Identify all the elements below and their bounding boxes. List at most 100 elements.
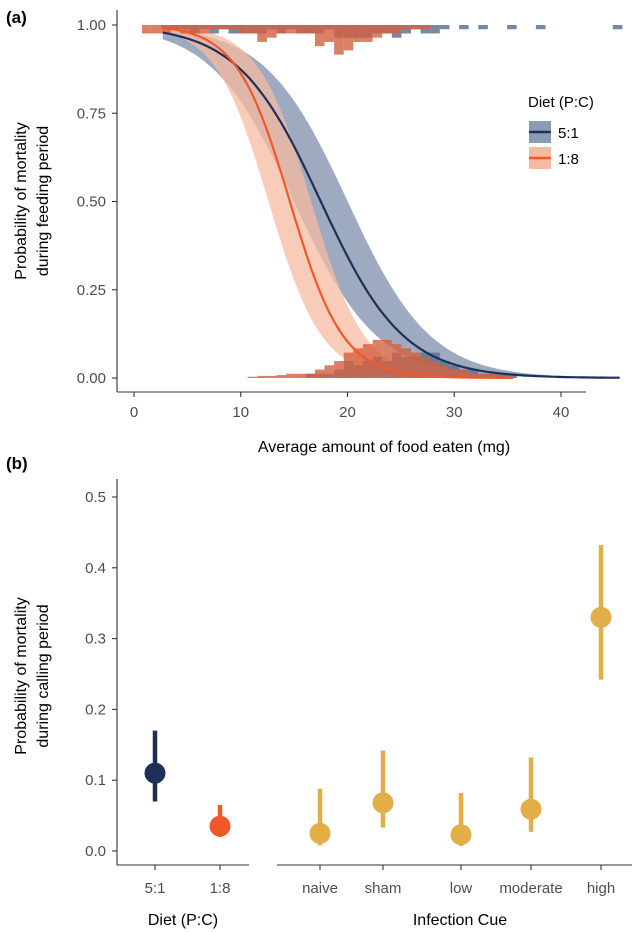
panel-b: (b) 0.0 0.1 0.2 0.3 0.4 0.5 5:1 1:8 naive sham low… bbox=[6, 454, 632, 929]
a-bottom-bar-1-8 bbox=[430, 361, 440, 378]
a-bottom-bar-1-8 bbox=[439, 365, 450, 378]
a-y-tick-label: 0.25 bbox=[77, 282, 106, 299]
b-x-tick-label: high bbox=[587, 880, 615, 897]
a-top-bar-1-8 bbox=[382, 25, 392, 34]
a-top-bar-1-8 bbox=[411, 25, 421, 30]
panel-b-label: (b) bbox=[6, 454, 28, 473]
a-top-bar-1-8 bbox=[142, 25, 152, 34]
a-y-axis-title-line2: during feeding period bbox=[35, 126, 52, 276]
b-x-tick-label: low bbox=[450, 880, 473, 897]
a-top-bar-1-8 bbox=[372, 25, 383, 38]
b-y-axis-title-line1: Probability of mortality bbox=[13, 597, 30, 754]
a-bottom-bar-1-8 bbox=[401, 348, 412, 378]
a-top-bar-1-8 bbox=[295, 25, 306, 34]
a-y-tick-label: 0.75 bbox=[77, 105, 106, 122]
a-bottom-bar-1-8 bbox=[382, 339, 392, 378]
a-bottom-bar-1-8 bbox=[305, 373, 315, 378]
a-top-bar-5-1 bbox=[459, 25, 469, 30]
legend-label-1-8: 1:8 bbox=[558, 151, 579, 168]
b-x-tick-label: naive bbox=[302, 880, 338, 897]
b-point-high bbox=[590, 606, 612, 628]
b-y-tick-label: 0.0 bbox=[85, 843, 106, 860]
a-top-bar-5-1 bbox=[478, 25, 488, 30]
a-bottom-bar-1-8 bbox=[266, 375, 277, 378]
a-bottom-bar-1-8 bbox=[468, 373, 479, 378]
b-x-tick-label: moderate bbox=[499, 880, 562, 897]
a-bottom-bar-5-1 bbox=[507, 373, 517, 378]
a-bottom-bar-1-8 bbox=[247, 376, 258, 378]
a-top-bar-5-1 bbox=[612, 25, 623, 30]
a-top-bar-1-8 bbox=[266, 25, 277, 38]
a-top-bar-1-8 bbox=[334, 25, 344, 55]
a-y-tick-label: 0.00 bbox=[77, 370, 106, 387]
a-top-bar-5-1 bbox=[439, 25, 450, 30]
a-bottom-bar-1-8 bbox=[343, 352, 354, 378]
b-x-tick-label: sham bbox=[365, 880, 402, 897]
b-point-low bbox=[450, 824, 472, 846]
a-bottom-bar-1-8 bbox=[420, 356, 431, 378]
b-y-tick-label: 0.1 bbox=[85, 772, 106, 789]
a-bottom-bar-1-8 bbox=[487, 373, 498, 378]
legend: Diet (P:C) 5:1 1:8 bbox=[528, 94, 594, 169]
b-y-tick-label: 0.2 bbox=[85, 701, 106, 718]
a-bottom-bar-1-8 bbox=[324, 365, 335, 378]
b-x-tick-label: 5:1 bbox=[145, 880, 166, 897]
a-top-bar-5-1 bbox=[535, 25, 546, 30]
a-top-bar-1-8 bbox=[420, 25, 431, 30]
b-axes: 0.0 0.1 0.2 0.3 0.4 0.5 5:1 1:8 naive sham low mode… bbox=[85, 479, 632, 897]
a-y-tick-label: 0.50 bbox=[77, 194, 106, 211]
a-top-bar-1-8 bbox=[218, 25, 229, 30]
a-top-bar-1-8 bbox=[401, 25, 412, 30]
a-top-bar-1-8 bbox=[305, 25, 315, 34]
a-top-bar-1-8 bbox=[362, 25, 373, 42]
a-top-bar-1-8 bbox=[324, 25, 335, 42]
legend-label-5-1: 5:1 bbox=[558, 125, 579, 142]
a-x-tick-label: 10 bbox=[232, 404, 249, 421]
a-top-bar-1-8 bbox=[180, 25, 191, 34]
legend-title: Diet (P:C) bbox=[528, 94, 594, 111]
a-axes: 0.00 0.25 0.50 0.75 1.00 0 10 20 30 40 bbox=[77, 10, 586, 421]
a-bottom-bar-1-8 bbox=[411, 352, 421, 378]
a-top-bar-1-8 bbox=[391, 25, 402, 34]
a-bottom-bar-1-8 bbox=[295, 373, 306, 378]
a-top-bar-1-8 bbox=[247, 25, 258, 34]
a-top-bar-1-8 bbox=[353, 25, 363, 42]
b-point-moderate bbox=[520, 798, 542, 820]
a-x-tick-label: 0 bbox=[130, 404, 138, 421]
a-top-bar-1-8 bbox=[276, 25, 287, 34]
panel-a-label: (a) bbox=[6, 8, 27, 27]
a-ribbons bbox=[162, 26, 620, 379]
b-x-tick-label: 1:8 bbox=[210, 880, 231, 897]
a-y-axis-title-line1: Probability of mortality bbox=[13, 122, 30, 279]
a-x-tick-label: 20 bbox=[339, 404, 356, 421]
a-x-tick-label: 30 bbox=[446, 404, 463, 421]
b-y-tick-label: 0.4 bbox=[85, 560, 106, 577]
a-bottom-bar-1-8 bbox=[478, 373, 488, 378]
b-diet-axis-title: Diet (P:C) bbox=[148, 912, 218, 929]
a-top-bar-1-8 bbox=[190, 25, 200, 34]
a-line-1-8 bbox=[162, 26, 513, 379]
b-y-axis-title-line2: during calling period bbox=[35, 604, 52, 747]
a-top-bar-1-8 bbox=[314, 25, 325, 47]
a-ribbon-1-8 bbox=[162, 26, 514, 379]
b-y-tick-label: 0.3 bbox=[85, 631, 106, 648]
a-top-bar-1-8 bbox=[257, 25, 267, 42]
a-bottom-bar-1-8 bbox=[459, 369, 469, 378]
a-lines bbox=[162, 26, 620, 379]
a-bottom-bar-1-8 bbox=[449, 369, 460, 378]
b-y-axis-title: Probability of mortality during calling … bbox=[13, 597, 52, 754]
a-y-tick-label: 1.00 bbox=[77, 17, 106, 34]
a-bottom-bar-1-8 bbox=[314, 369, 325, 378]
a-top-bar-5-1 bbox=[507, 25, 517, 30]
a-top-bar-1-8 bbox=[170, 25, 181, 30]
a-top-bar-1-8 bbox=[343, 25, 354, 51]
b-point-5-1 bbox=[144, 762, 166, 784]
b-points bbox=[144, 545, 612, 847]
a-bottom-bar-1-8 bbox=[353, 348, 363, 378]
b-point-1-8 bbox=[209, 815, 231, 837]
a-bottom-bar-1-8 bbox=[286, 373, 296, 378]
a-top-bar-1-8 bbox=[228, 25, 239, 30]
a-x-axis-title: Average amount of food eaten (mg) bbox=[258, 439, 510, 456]
a-line-5-1 bbox=[162, 31, 620, 379]
